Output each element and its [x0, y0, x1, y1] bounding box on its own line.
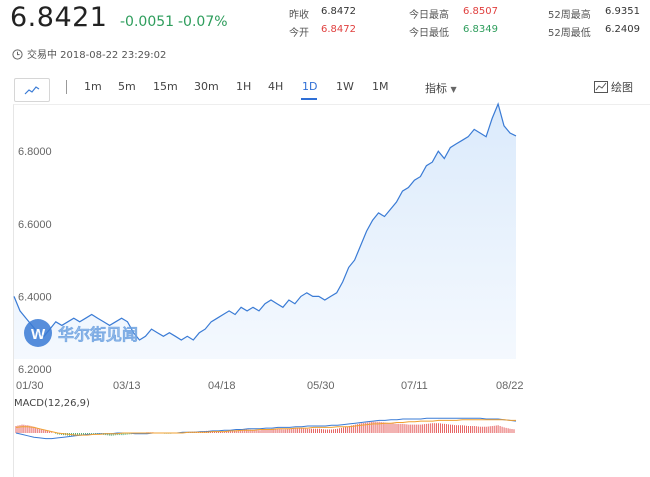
draw-button[interactable]: 绘图 [594, 79, 633, 95]
trading-status: 交易中 2018-08-22 23:29:02 [12, 46, 166, 63]
day-low-value: 6.8349 [463, 24, 498, 35]
y-tick-label: 6.4000 [18, 291, 52, 303]
timeframe-1m[interactable]: 1M [372, 80, 389, 93]
timeframe-15m[interactable]: 15m [153, 80, 178, 93]
macd-dea-line [15, 419, 516, 436]
toolbar-divider [66, 80, 67, 94]
x-tick-label: 05/30 [307, 380, 335, 392]
current-price: 6.8421 [10, 2, 108, 33]
clock-icon [12, 49, 23, 63]
prev-close-value: 6.8472 [321, 6, 356, 17]
day-low-label: 今日最低 [409, 28, 449, 39]
watermark-text: 华尔街见闻 [58, 325, 138, 344]
open-value: 6.8472 [321, 24, 356, 35]
timeframe-4h[interactable]: 4H [268, 80, 284, 93]
wk52-high-value: 6.9351 [605, 6, 640, 17]
x-tick-label: 01/30 [16, 380, 44, 392]
y-tick-label: 6.6000 [18, 219, 52, 231]
price-change: -0.0051 [120, 14, 175, 30]
timeframe-5m[interactable]: 5m [118, 80, 136, 93]
macd-dif-line [15, 417, 517, 440]
wk52-low-value: 6.2409 [605, 24, 640, 35]
watermark: W 华尔街见闻 [24, 319, 138, 347]
open-label: 今开 [289, 28, 309, 39]
x-tick-label: 03/13 [113, 380, 141, 392]
timeframe-30m[interactable]: 30m [194, 80, 219, 93]
wk52-high-label: 52周最高 [548, 10, 591, 21]
indicators-label: 指标 [425, 82, 447, 95]
timeframe-1w[interactable]: 1W [336, 80, 354, 93]
indicators-menu[interactable]: 指标 ▼ [425, 80, 457, 96]
wk52-low-label: 52周最低 [548, 28, 591, 39]
caret-down-icon: ▼ [450, 85, 457, 94]
draw-label: 绘图 [611, 81, 633, 94]
day-high-label: 今日最高 [409, 10, 449, 21]
y-tick-label: 6.2000 [18, 364, 52, 376]
watermark-logo-letter: W [31, 326, 46, 343]
timeframe-1h[interactable]: 1H [236, 80, 252, 93]
line-chart-icon [24, 86, 40, 95]
price-line [13, 102, 517, 341]
draw-icon [594, 81, 608, 93]
active-timeframe-underline [301, 98, 317, 100]
prev-close-label: 昨收 [289, 10, 309, 21]
price-change-percent: -0.07% [178, 14, 228, 30]
day-high-value: 6.8507 [463, 6, 498, 17]
y-tick-label: 6.8000 [18, 146, 52, 158]
chart-panel[interactable] [13, 104, 650, 477]
trading-status-text: 交易中 2018-08-22 23:29:02 [27, 50, 167, 61]
timeframe-1m[interactable]: 1m [84, 80, 102, 93]
price-area [14, 104, 516, 359]
macd-label: MACD(12,26,9) [14, 398, 90, 409]
chart-type-button[interactable] [14, 78, 50, 102]
timeframe-1d[interactable]: 1D [302, 80, 318, 93]
x-tick-label: 08/22 [496, 380, 524, 392]
x-tick-label: 07/11 [401, 380, 428, 392]
x-tick-label: 04/18 [208, 380, 236, 392]
watermark-logo-icon [24, 319, 52, 347]
chart-toolbar: 1m 5m 15m 30m 1H 4H 1D 1W 1M 指标 ▼ 绘图 [0, 71, 650, 102]
